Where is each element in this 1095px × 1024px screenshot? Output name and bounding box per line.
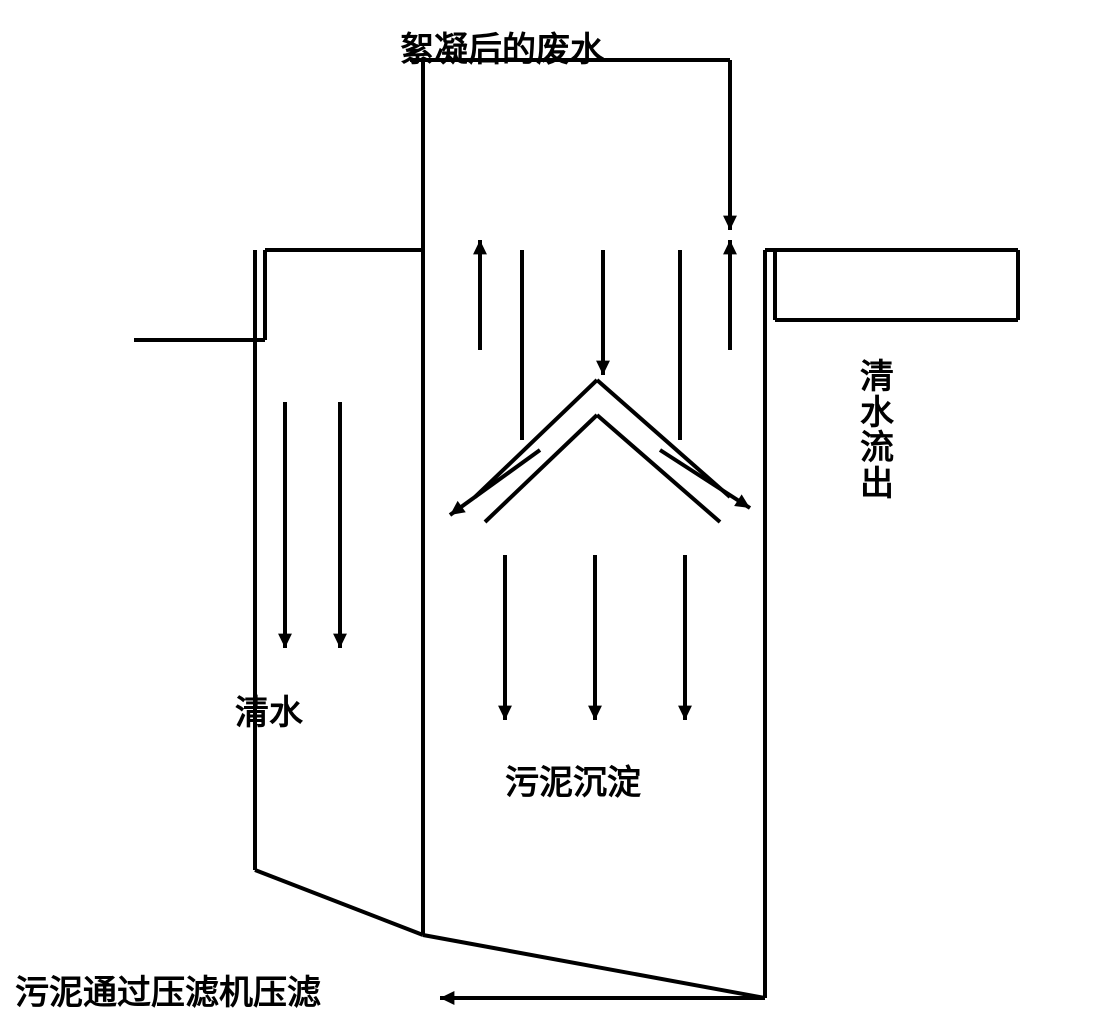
title-label: 絮凝后的废水 (400, 22, 604, 71)
sludge-label: 污泥沉淀 (505, 755, 641, 804)
sedimentation-diagram: 絮凝后的废水 清水流出 清水 污泥沉淀 污泥通过压滤机压滤 (0, 0, 1095, 1024)
diagram-svg (0, 0, 1095, 1024)
clear-water-label: 清水 (235, 685, 303, 734)
outflow-label: 清水流出 (860, 360, 894, 503)
bottom-label: 污泥通过压滤机压滤 (15, 965, 321, 1014)
